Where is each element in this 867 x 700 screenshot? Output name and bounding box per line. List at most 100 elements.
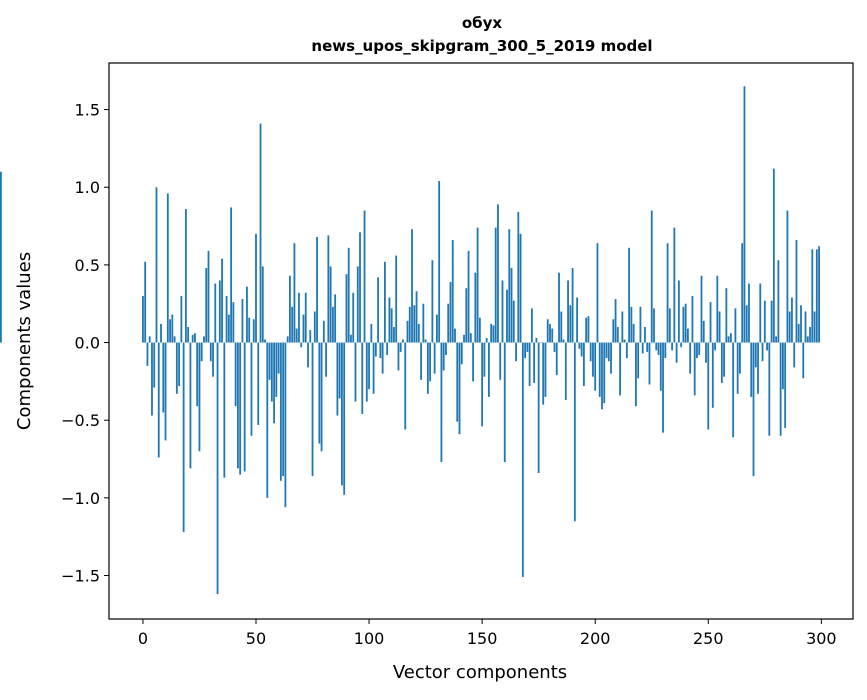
bar [431, 260, 433, 342]
bar [348, 248, 350, 343]
bar [694, 343, 696, 396]
bar [612, 319, 614, 342]
bar [246, 287, 248, 343]
bar [791, 298, 793, 343]
bar [370, 324, 372, 343]
bar [667, 243, 669, 342]
bar [171, 315, 173, 343]
bar [264, 339, 266, 342]
bar [183, 343, 185, 532]
bar [741, 243, 743, 342]
bar [413, 305, 415, 342]
chart-title: обух [462, 14, 503, 32]
bar [223, 343, 225, 478]
bar [384, 262, 386, 343]
bar [495, 228, 497, 343]
bar [269, 343, 271, 380]
bar [325, 343, 327, 377]
bar [818, 246, 820, 342]
bar [658, 343, 660, 355]
bar [633, 324, 635, 343]
bar [330, 266, 332, 342]
bar [178, 343, 180, 386]
bar [805, 311, 807, 342]
bar [640, 307, 642, 343]
bar [321, 343, 323, 452]
bar [382, 343, 384, 374]
bar [232, 302, 234, 342]
bar [291, 307, 293, 343]
bar [515, 343, 517, 362]
bar [513, 301, 515, 343]
bar [305, 293, 307, 343]
bar [481, 343, 483, 427]
bar [398, 343, 400, 371]
bar [511, 268, 513, 343]
bar [653, 308, 655, 342]
bar [389, 298, 391, 343]
bar [465, 288, 467, 342]
bar [732, 343, 734, 438]
bar [214, 284, 216, 343]
bar [626, 343, 628, 359]
bar [502, 280, 504, 342]
bar [522, 343, 524, 578]
bar [581, 343, 583, 357]
bar [637, 343, 639, 379]
bar [400, 343, 402, 352]
bar [682, 307, 684, 343]
bar [176, 343, 178, 394]
bar [257, 343, 259, 425]
bar [343, 343, 345, 495]
bar [278, 343, 280, 374]
bar [811, 249, 813, 342]
bar [463, 335, 465, 343]
bar [226, 296, 228, 343]
bar [404, 343, 406, 430]
bar [327, 235, 329, 342]
bar [230, 207, 232, 342]
bar [407, 321, 409, 343]
bar [497, 204, 499, 342]
y-tick-label: 0.5 [75, 256, 100, 275]
bar [782, 343, 784, 390]
bar [158, 343, 160, 458]
bar [162, 343, 164, 413]
y-tick-label: 1.0 [75, 178, 100, 197]
bar [662, 343, 664, 433]
bar [474, 273, 476, 343]
bar [725, 288, 727, 342]
bar [617, 327, 619, 343]
bar [237, 343, 239, 469]
bar [556, 343, 558, 376]
bar [721, 343, 723, 383]
bar [649, 343, 651, 385]
bar [549, 324, 551, 343]
bar [479, 318, 481, 343]
bar [239, 343, 241, 475]
y-tick-label: 0.0 [75, 334, 100, 353]
bar [165, 343, 167, 441]
bar [266, 343, 268, 498]
bar [744, 86, 746, 342]
bar [601, 343, 603, 410]
bar [558, 273, 560, 343]
bar [0, 172, 2, 343]
bar [144, 262, 146, 343]
bar [459, 343, 461, 435]
bar [592, 343, 594, 377]
bar [438, 181, 440, 343]
bar [364, 211, 366, 343]
x-tick-label: 150 [467, 629, 498, 648]
bar [524, 343, 526, 359]
bar [603, 343, 605, 404]
bar [703, 321, 705, 343]
bar [567, 280, 569, 342]
bar [660, 343, 662, 391]
y-tick-label: 1.5 [75, 101, 100, 120]
bar [447, 304, 449, 343]
bar [203, 336, 205, 342]
bar [606, 343, 608, 359]
bar [735, 308, 737, 342]
